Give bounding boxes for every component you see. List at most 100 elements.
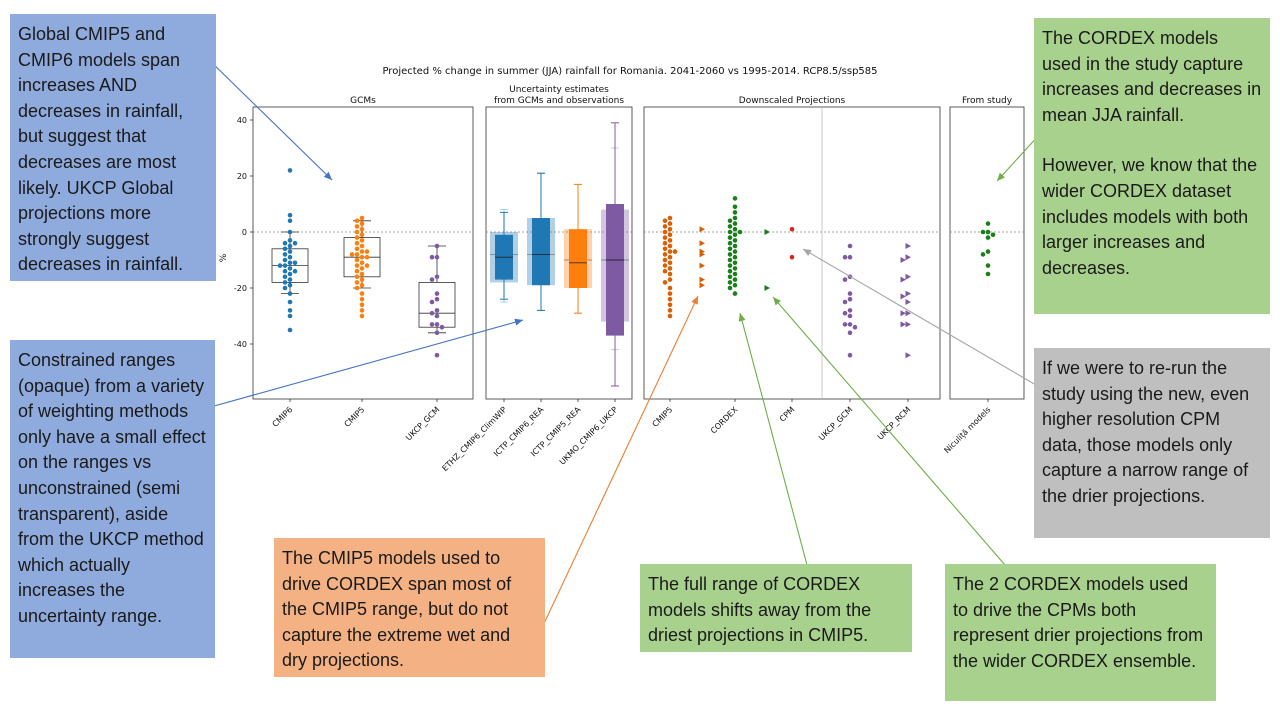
data-point — [667, 215, 673, 221]
data-point — [292, 260, 298, 266]
x-tick-label: Niculiță models — [942, 405, 993, 456]
x-tick-label: ETHZ_CMIP6_ClimWIP — [440, 405, 508, 473]
data-point — [732, 210, 738, 215]
data-point — [287, 271, 293, 277]
data-point — [667, 266, 673, 271]
data-point — [662, 229, 668, 235]
data-point — [359, 215, 365, 221]
data-point — [732, 226, 738, 232]
data-point — [847, 322, 853, 327]
data-point — [905, 273, 911, 280]
data-point — [282, 280, 288, 285]
data-point — [282, 285, 288, 291]
panel-title: Uncertainty estimates — [509, 85, 609, 95]
annotation-text-1: The CORDEX models used in the study capt… — [1042, 28, 1262, 125]
data-point — [667, 254, 673, 260]
data-point — [985, 263, 991, 268]
x-tick-label: UKCP_GCM — [817, 405, 854, 442]
data-point — [287, 299, 293, 305]
data-point — [662, 224, 668, 229]
data-point — [662, 280, 668, 285]
annotation-arrow-line — [205, 56, 333, 181]
annotation-cordex-range: The full range of CORDEX models shifts a… — [640, 564, 912, 652]
data-point — [727, 235, 733, 240]
data-point — [789, 254, 795, 260]
data-point — [727, 285, 733, 291]
annotation-study-models: The CORDEX models used in the study capt… — [1034, 18, 1270, 314]
data-point — [354, 268, 360, 274]
data-point — [667, 285, 673, 291]
box — [418, 281, 456, 328]
constrained-box — [532, 218, 550, 286]
data-point — [732, 196, 738, 201]
annotation-text: If we were to re-run the study using the… — [1042, 358, 1250, 506]
annotation-text-2: However, we know that the wider CORDEX d… — [1042, 155, 1258, 278]
annotation-arrow-head — [323, 171, 332, 180]
data-point — [985, 249, 991, 254]
data-point — [732, 232, 738, 238]
data-point — [662, 252, 668, 257]
chart-title: Projected % change in summer (JJA) rainf… — [382, 66, 877, 77]
panel-title: GCMs — [350, 96, 376, 106]
x-tick-label: CPM — [778, 405, 797, 424]
driving-model-point — [699, 276, 705, 283]
data-point — [287, 229, 293, 235]
data-point — [287, 168, 293, 173]
data-point — [842, 310, 848, 316]
x-tick-label: CMIP5 — [343, 405, 367, 429]
data-point — [287, 249, 293, 254]
data-point — [359, 282, 365, 288]
data-point — [732, 238, 738, 243]
data-point — [429, 322, 435, 327]
data-point — [662, 240, 668, 246]
data-point — [900, 276, 906, 283]
data-point — [429, 310, 435, 316]
data-point — [667, 260, 673, 266]
annotation-arrow-line — [772, 296, 1006, 566]
data-point — [727, 218, 733, 224]
x-tick-label: CMIP6 — [271, 405, 295, 429]
annotation-arrow-head — [997, 172, 1005, 181]
annotation-arrow-line — [539, 295, 699, 633]
data-point — [727, 229, 733, 235]
data-point — [662, 263, 668, 268]
data-point — [287, 308, 293, 313]
data-point — [662, 218, 668, 224]
data-point — [662, 257, 668, 263]
data-point — [667, 302, 673, 308]
data-point — [727, 263, 733, 268]
data-point — [292, 268, 298, 274]
data-point — [985, 221, 991, 226]
data-point — [434, 243, 440, 249]
annotation-arrow-head — [803, 249, 812, 257]
data-point — [354, 257, 360, 263]
data-point — [354, 229, 360, 235]
data-point — [349, 252, 355, 257]
panel-frame — [643, 106, 941, 400]
annotation-arrow-line — [739, 312, 808, 566]
data-point — [727, 240, 733, 246]
data-point — [847, 243, 853, 249]
data-point — [847, 296, 853, 302]
data-point — [842, 322, 848, 327]
data-point — [900, 321, 906, 328]
data-point — [354, 285, 360, 291]
data-point — [287, 218, 293, 224]
data-point — [364, 263, 370, 268]
panel-downscaled: Downscaled Projections CMIP5 CORDEX CPM UKCP… — [643, 96, 941, 442]
y-tick-label: 20 — [237, 172, 247, 181]
driving-model-point — [764, 229, 770, 235]
data-point — [667, 308, 673, 313]
driving-model-point — [699, 240, 705, 247]
data-point — [985, 271, 991, 277]
data-point — [732, 243, 738, 249]
constrained-box — [569, 229, 587, 288]
panel-frame — [252, 106, 474, 400]
data-point — [354, 280, 360, 285]
data-point — [852, 324, 858, 330]
annotation-arrow-head — [691, 296, 698, 305]
data-point — [434, 313, 440, 319]
data-point — [667, 221, 673, 226]
annotation-constrained-ranges: Constrained ranges (opaque) from a varie… — [10, 340, 215, 658]
